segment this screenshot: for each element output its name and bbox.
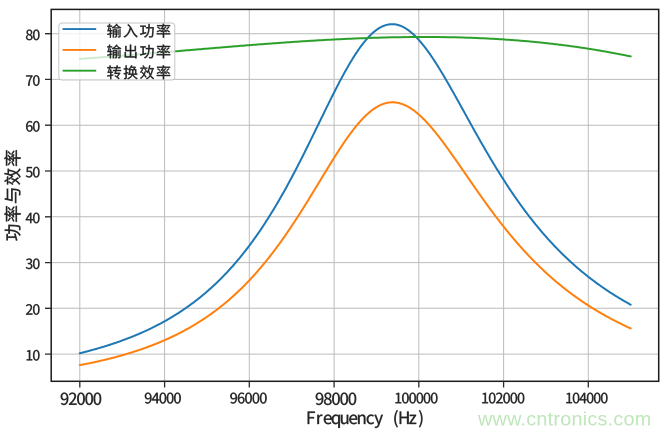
svg-text:www.cntronics.com: www.cntronics.com (477, 408, 652, 430)
